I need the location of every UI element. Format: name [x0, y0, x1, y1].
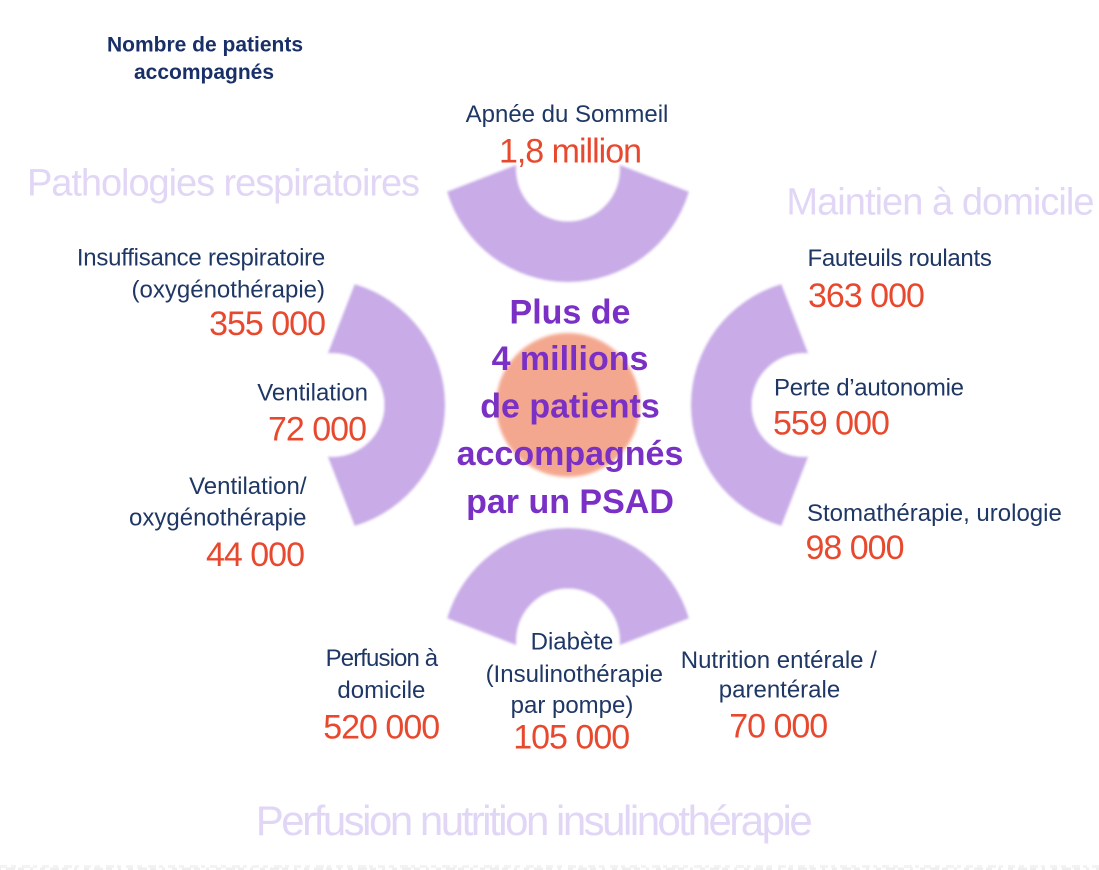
svg-text:domicile: domicile	[337, 677, 425, 704]
svg-text:accompagnés: accompagnés	[134, 61, 274, 84]
svg-text:Nutrition entérale /: Nutrition entérale /	[681, 647, 877, 674]
svg-text:(oxygénothérapie): (oxygénothérapie)	[132, 276, 325, 303]
svg-text:105 000: 105 000	[513, 719, 629, 757]
svg-text:Diabète: Diabète	[531, 628, 614, 655]
svg-text:accompagnés: accompagnés	[457, 435, 684, 473]
svg-text:Perfusion à: Perfusion à	[326, 645, 439, 672]
svg-text:oxygénothérapie: oxygénothérapie	[129, 504, 306, 531]
svg-text:Insuffisance respiratoire: Insuffisance respiratoire	[77, 245, 325, 272]
svg-text:Plus de: Plus de	[510, 294, 631, 332]
svg-text:par un PSAD: par un PSAD	[466, 483, 674, 521]
svg-text:de patients: de patients	[480, 388, 659, 426]
svg-text:559 000: 559 000	[773, 405, 889, 443]
svg-text:363 000: 363 000	[808, 277, 924, 315]
svg-text:Ventilation/: Ventilation/	[189, 473, 307, 500]
svg-text:44 000: 44 000	[206, 536, 304, 574]
svg-text:4 millions: 4 millions	[492, 340, 649, 378]
svg-text:Pathologies respiratoires: Pathologies respiratoires	[27, 162, 419, 204]
svg-text:72 000: 72 000	[268, 411, 366, 449]
svg-text:Fauteuils roulants: Fauteuils roulants	[808, 245, 992, 272]
svg-text:parentérale: parentérale	[719, 676, 840, 703]
svg-text:520 000: 520 000	[323, 709, 439, 747]
svg-text:par pompe): par pompe)	[511, 692, 634, 719]
svg-text:Perfusion nutrition insulinoth: Perfusion nutrition insulinothérapie	[256, 797, 812, 844]
svg-text:Ventilation: Ventilation	[257, 379, 368, 406]
svg-text:70 000: 70 000	[729, 708, 827, 746]
svg-text:Stomathérapie, urologie: Stomathérapie, urologie	[807, 500, 1062, 527]
svg-text:Nombre de patients: Nombre de patients	[107, 34, 303, 57]
svg-text:Maintien à domicile: Maintien à domicile	[786, 181, 1093, 223]
svg-text:(Insulinothérapie: (Insulinothérapie	[486, 661, 663, 688]
svg-text:Apnée du Sommeil: Apnée du Sommeil	[466, 101, 669, 128]
svg-text:98 000: 98 000	[806, 529, 904, 567]
svg-text:1,8 million: 1,8 million	[499, 132, 641, 170]
svg-text:Perte d’autonomie: Perte d’autonomie	[774, 375, 964, 402]
svg-text:355 000: 355 000	[209, 305, 325, 343]
